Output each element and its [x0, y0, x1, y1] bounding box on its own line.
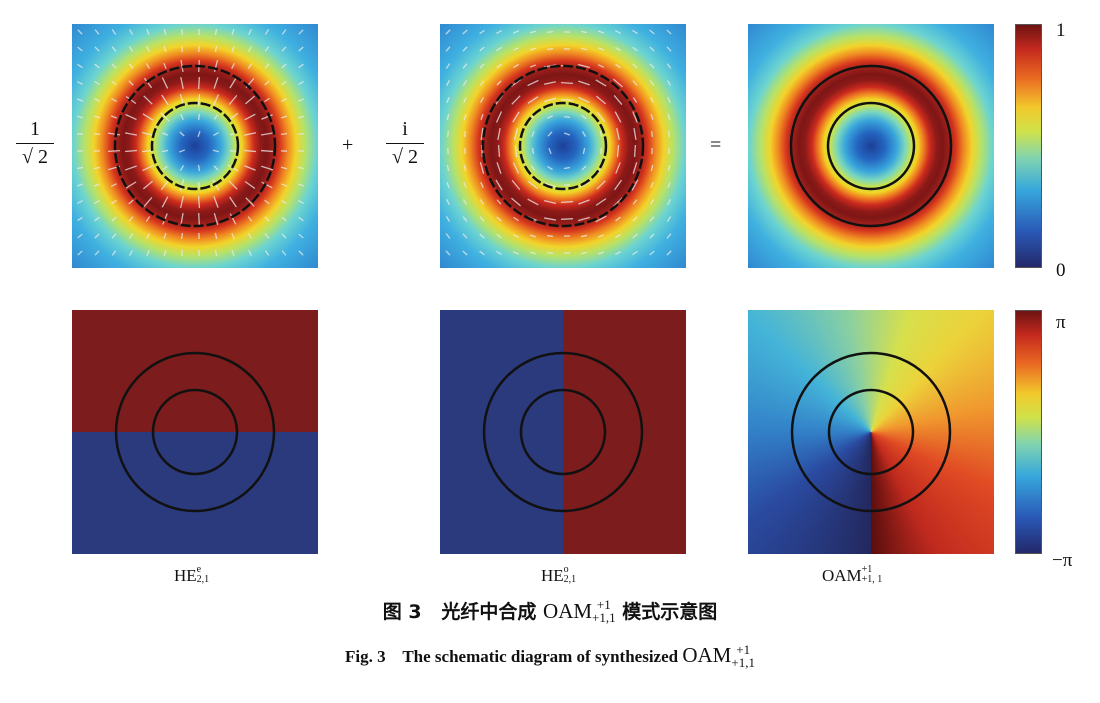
phase-oam	[748, 310, 994, 554]
label-he-odd: HE o 2,1	[541, 564, 577, 587]
colorbar-min-label: 0	[1056, 260, 1066, 281]
caption-text: Fig. 3 The schematic diagram of synthesi…	[345, 647, 683, 666]
label-sub: 2,1	[563, 574, 577, 586]
label-sup: o	[563, 564, 569, 576]
denominator: √ 2	[22, 146, 48, 168]
caption-sup: +1	[736, 642, 751, 658]
label-base: HE	[174, 566, 197, 585]
colorbar-max-label: π	[1056, 312, 1066, 333]
coefficient-1-over-root2: 1 √ 2	[10, 118, 60, 169]
label-base: HE	[541, 566, 564, 585]
fiber-core-rings	[789, 64, 953, 228]
intensity-he-odd	[440, 24, 686, 268]
phase-he-odd	[440, 310, 686, 554]
caption-sup: +1	[596, 596, 611, 612]
label-oam: OAM +1 +1, 1	[822, 564, 883, 587]
colorbar-max-label: 1	[1056, 20, 1066, 41]
numerator: i	[386, 118, 424, 144]
caption-sub: +1,1	[731, 655, 755, 671]
label-sup: +1	[861, 564, 873, 576]
caption-english: Fig. 3 The schematic diagram of synthesi…	[0, 643, 1100, 671]
numerator: 1	[16, 118, 54, 144]
label-sub: 2,1	[196, 574, 210, 586]
fiber-core-rings	[113, 64, 277, 228]
phase-colorbar	[1015, 310, 1042, 554]
caption-chinese: 图 3 光纤中合成 OAM +1 +1,1 模式示意图	[0, 597, 1100, 626]
label-base: OAM	[822, 566, 862, 585]
phase-he-even	[72, 310, 318, 554]
caption-sub: +1,1	[592, 609, 616, 625]
fiber-core-rings	[114, 351, 276, 513]
fiber-core-rings	[481, 64, 645, 228]
plus-sign: +	[342, 134, 354, 156]
label-sub: +1, 1	[861, 574, 883, 586]
caption-text: 模式示意图	[615, 601, 718, 623]
intensity-he-even	[72, 24, 318, 268]
intensity-colorbar	[1015, 24, 1042, 268]
caption-oam: OAM	[543, 599, 593, 623]
colorbar-min-label: −π	[1052, 550, 1073, 571]
label-he-even: HE e 2,1	[174, 564, 210, 587]
label-sup: e	[196, 564, 202, 576]
fiber-core-rings	[790, 351, 952, 513]
denominator: √ 2	[392, 146, 418, 168]
coefficient-i-over-root2: i √ 2	[380, 118, 430, 169]
caption-oam: OAM	[682, 643, 732, 667]
intensity-oam	[748, 24, 994, 268]
caption-text: 图 3 光纤中合成	[382, 601, 544, 623]
equals-sign: =	[710, 134, 722, 156]
fiber-core-rings	[482, 351, 644, 513]
